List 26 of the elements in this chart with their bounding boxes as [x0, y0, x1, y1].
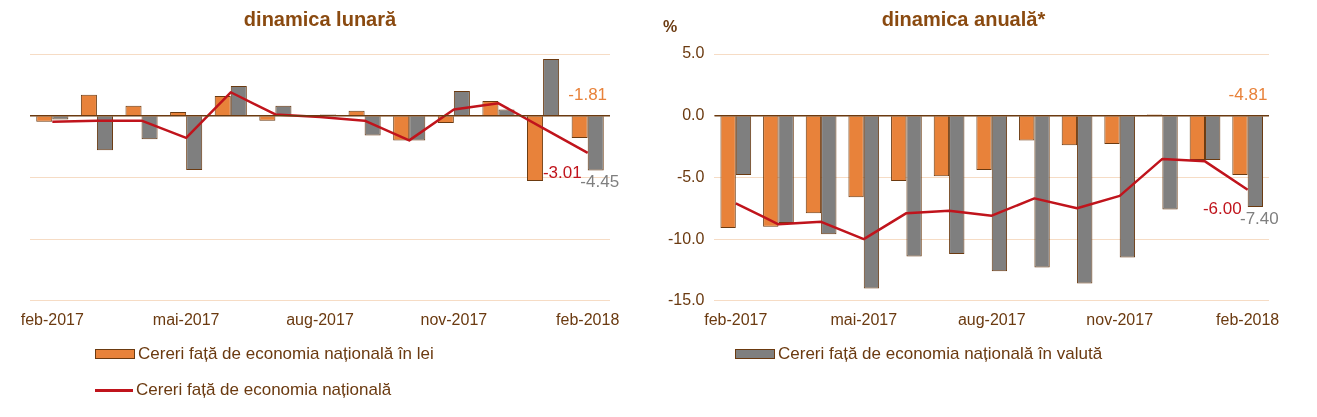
y-tick-label: -5.0: [676, 167, 705, 185]
x-tick-label: feb-2018: [556, 310, 620, 328]
x-tick-label: aug-2017: [957, 310, 1026, 328]
legend-label: Cereri față de economia națională în valută: [778, 344, 1103, 364]
data-label: -4.81: [1228, 85, 1268, 105]
legend-label: Cereri față de economia națională: [136, 380, 392, 400]
x-tick-label: feb-2017: [20, 310, 84, 328]
x-tick-label: mai-2017: [830, 310, 898, 328]
x-tick-label: nov-2017: [1086, 310, 1154, 328]
y-tick-label: -10.0: [668, 229, 705, 247]
y-tick-label: -15.0: [668, 291, 705, 309]
data-label: -3.01: [542, 162, 582, 182]
data-label: -4.45: [580, 172, 620, 192]
data-label: -6.00: [1202, 199, 1242, 219]
x-tick-label: aug-2017: [286, 310, 354, 328]
x-tick-label: feb-2018: [1216, 310, 1280, 328]
legend-label: Cereri față de economia națională în lei: [138, 344, 434, 364]
y-tick-label: 0.0: [682, 106, 705, 124]
y-tick-label: 5.0: [682, 44, 705, 62]
y-axis-title: %: [662, 18, 678, 36]
data-label: -1.81: [568, 85, 608, 105]
x-tick-label: feb-2017: [704, 310, 768, 328]
chart-title: dinamica lunară: [243, 7, 398, 30]
chart-title: dinamica anuală*: [881, 7, 1046, 30]
x-tick-label: mai-2017: [152, 310, 220, 328]
x-tick-label: nov-2017: [420, 310, 488, 328]
